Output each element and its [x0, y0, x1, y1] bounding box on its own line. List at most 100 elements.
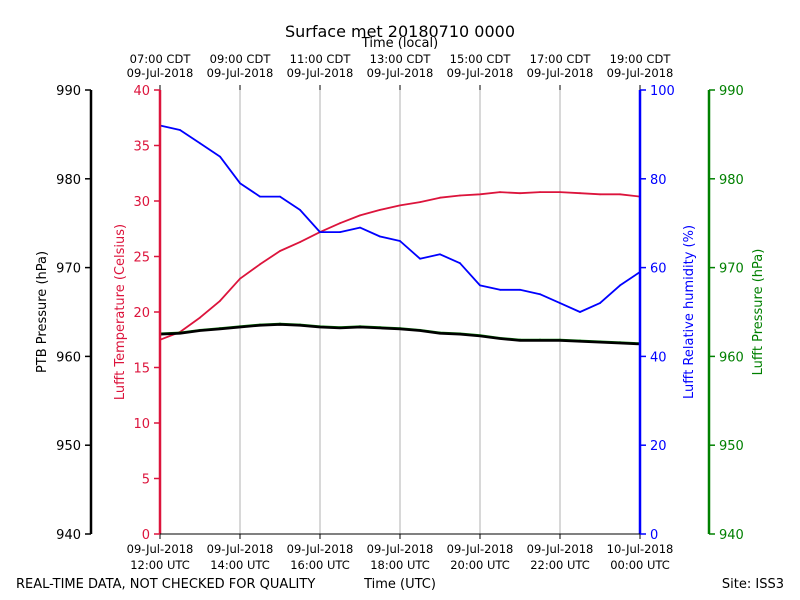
- lufft-pressure-tick-label: 980: [719, 173, 744, 188]
- ptb-pressure-data-point: [279, 323, 281, 326]
- lufft-pressure-axis-label: Lufft Pressure (hPa): [751, 249, 766, 376]
- temperature-data-point: [239, 277, 241, 280]
- temperature-data-point: [339, 222, 341, 225]
- ptb-pressure-data-point: [579, 340, 581, 343]
- temperature-tick-label: 5: [142, 473, 150, 488]
- ptb-pressure-tick-label: 990: [56, 84, 81, 99]
- temperature-data-point: [399, 204, 401, 207]
- humidity-data-point: [519, 288, 521, 291]
- temperature-data-point: [479, 193, 481, 196]
- data-series: [159, 124, 641, 346]
- axes: [85, 85, 715, 539]
- temperature-data-point: [259, 263, 261, 266]
- temperature-tick-label: 0: [142, 528, 150, 543]
- humidity-data-point: [539, 293, 541, 296]
- humidity-tick-label: 0: [650, 528, 658, 543]
- x-axis-label: Time (UTC): [363, 577, 436, 592]
- ptb-pressure-data-point: [339, 327, 341, 329]
- lufft-pressure-tick-label: 960: [719, 350, 744, 365]
- lufft-pressure-tick-label: 990: [719, 84, 744, 99]
- humidity-data-point: [419, 257, 421, 260]
- top-tick-label-date: 09-Jul-2018: [607, 66, 674, 80]
- site-label: Site: ISS3: [722, 577, 784, 592]
- top-tick-label-date: 09-Jul-2018: [287, 66, 354, 80]
- ptb-pressure-tick-label: 970: [56, 262, 81, 277]
- temperature-tick-label: 25: [133, 251, 150, 266]
- top-tick-label-time: 13:00 CDT: [370, 52, 432, 66]
- humidity-data-point: [459, 262, 461, 265]
- x-tick-label-date: 09-Jul-2018: [127, 542, 194, 556]
- humidity-tick-label: 80: [650, 173, 667, 188]
- humidity-data-point: [399, 240, 401, 242]
- x-tick-label-time: 22:00 UTC: [530, 558, 590, 572]
- temperature-data-point: [619, 193, 621, 196]
- ptb-pressure-data-point: [419, 329, 421, 332]
- humidity-data-point: [319, 231, 321, 234]
- top-tick-label-date: 09-Jul-2018: [207, 66, 274, 80]
- humidity-data-point: [579, 311, 581, 313]
- temperature-tick-label: 40: [133, 84, 150, 99]
- x-tick-label-date: 09-Jul-2018: [527, 542, 594, 556]
- lufft-pressure-tick-label: 970: [719, 262, 744, 277]
- x-tick-label-date: 10-Jul-2018: [607, 542, 674, 556]
- temperature-data-point: [359, 214, 361, 217]
- top-tick-label-time: 07:00 CDT: [130, 52, 192, 66]
- humidity-data-point: [559, 302, 561, 304]
- humidity-data-point: [199, 142, 201, 145]
- ptb-pressure-data-point: [519, 339, 521, 342]
- humidity-data-point: [299, 209, 301, 211]
- footer-quality-note: REAL-TIME DATA, NOT CHECKED FOR QUALITY: [16, 577, 315, 592]
- ptb-pressure-data-point: [179, 332, 181, 335]
- x-tick-label-time: 12:00 UTC: [130, 558, 190, 572]
- humidity-data-point: [279, 195, 281, 198]
- temperature-tick-label: 35: [133, 140, 150, 155]
- vertical-gridlines: [239, 90, 561, 534]
- temperature-data-point: [299, 241, 301, 244]
- ptb-pressure-tick-label: 950: [56, 439, 81, 454]
- temperature-tick-label: 10: [133, 417, 150, 432]
- temperature-data-point: [559, 191, 561, 194]
- humidity-tick-label: 20: [650, 439, 667, 454]
- x-tick-label-time: 20:00 UTC: [450, 558, 510, 572]
- top-tick-label-date: 09-Jul-2018: [527, 66, 594, 80]
- ptb-pressure-data-point: [379, 327, 381, 329]
- temperature-data-point: [439, 196, 441, 199]
- ptb-pressure-data-point: [499, 337, 501, 340]
- temperature-data-point: [219, 300, 221, 302]
- top-tick-label-date: 09-Jul-2018: [367, 66, 434, 80]
- humidity-tick-label: 60: [650, 262, 667, 277]
- temperature-tick-label: 30: [133, 195, 150, 210]
- x-tick-label-time: 14:00 UTC: [210, 558, 270, 572]
- top-tick-label-date: 09-Jul-2018: [127, 66, 194, 80]
- temperature-data-point: [379, 209, 381, 211]
- ptb-pressure-data-point: [359, 326, 361, 328]
- ptb-pressure-data-point: [239, 326, 241, 328]
- top-axis-label: Time (local): [361, 36, 438, 51]
- top-tick-label-time: 15:00 CDT: [450, 52, 512, 66]
- ptb-pressure-data-point: [559, 339, 561, 342]
- temperature-data-point: [579, 192, 581, 195]
- temperature-data-point: [279, 250, 281, 252]
- temperature-data-point: [459, 194, 461, 197]
- ptb-pressure-data-point: [259, 324, 261, 327]
- ptb-pressure-axis-label: PTB Pressure (hPa): [35, 251, 50, 373]
- ptb-pressure-tick-label: 980: [56, 173, 81, 188]
- temperature-tick-label: 20: [133, 306, 150, 321]
- lufft-pressure-tick-label: 950: [719, 439, 744, 454]
- ptb-pressure-data-point: [319, 326, 321, 328]
- x-tick-label-date: 09-Jul-2018: [367, 542, 434, 556]
- temperature-data-point: [539, 191, 541, 194]
- humidity-data-point: [219, 155, 221, 158]
- humidity-tick-label: 40: [650, 350, 667, 365]
- humidity-data-point: [339, 231, 341, 234]
- x-tick-label-date: 09-Jul-2018: [287, 542, 354, 556]
- top-tick-label-time: 11:00 CDT: [290, 52, 352, 66]
- ptb-pressure-data-point: [199, 329, 201, 332]
- humidity-data-point: [179, 129, 181, 131]
- humidity-tick-label: 100: [650, 84, 675, 99]
- chart-title: Surface met 20180710 0000: [285, 22, 515, 41]
- x-tick-label-date: 09-Jul-2018: [447, 542, 514, 556]
- x-tick-label-time: 00:00 UTC: [610, 558, 670, 572]
- top-tick-label-time: 17:00 CDT: [530, 52, 592, 66]
